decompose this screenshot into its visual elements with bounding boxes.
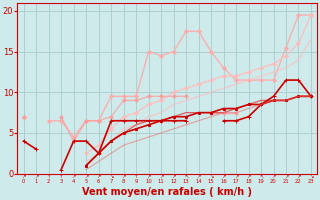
X-axis label: Vent moyen/en rafales ( km/h ): Vent moyen/en rafales ( km/h ) <box>82 187 252 197</box>
